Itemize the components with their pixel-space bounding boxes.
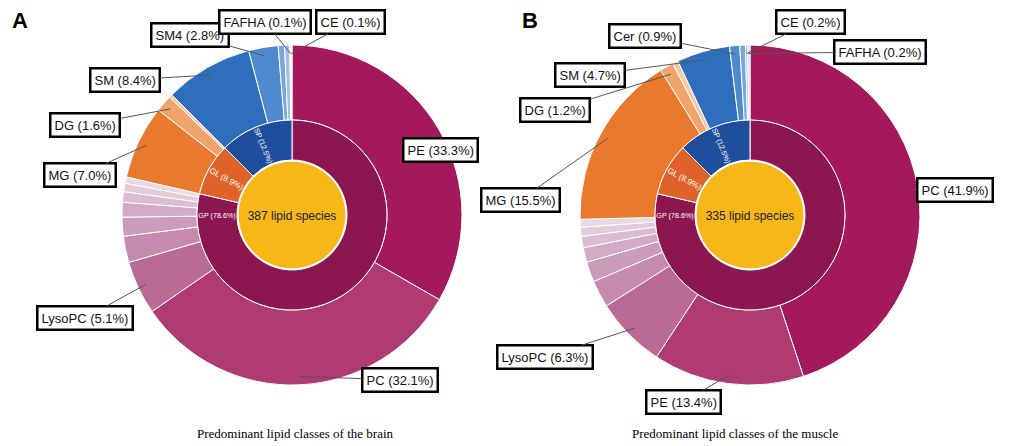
svg-text:MG (15.5%): MG (15.5%) xyxy=(486,193,556,208)
svg-text:DG (1.2%): DG (1.2%) xyxy=(525,103,586,118)
svg-text:SM (4.7%): SM (4.7%) xyxy=(560,68,621,83)
svg-text:SM (8.4%): SM (8.4%) xyxy=(95,73,156,88)
svg-text:GL (8.9%): GL (8.9%) xyxy=(666,166,703,192)
svg-text:DG (1.6%): DG (1.6%) xyxy=(55,118,116,133)
svg-text:PC (41.9%): PC (41.9%) xyxy=(922,183,989,198)
svg-text:SP (12.5%): SP (12.5%) xyxy=(710,127,733,165)
svg-text:A: A xyxy=(12,8,28,33)
svg-text:SP (12.5%): SP (12.5%) xyxy=(252,127,275,165)
svg-text:GP (78.6%): GP (78.6%) xyxy=(198,212,235,220)
svg-text:PC (32.1%): PC (32.1%) xyxy=(367,373,434,388)
svg-text:GP (78.6%): GP (78.6%) xyxy=(656,212,693,220)
svg-text:SM4 (2.8%): SM4 (2.8%) xyxy=(156,28,225,43)
svg-text:MG (7.0%): MG (7.0%) xyxy=(49,168,112,183)
svg-text:387 lipid species: 387 lipid species xyxy=(248,209,337,223)
svg-text:B: B xyxy=(522,8,538,33)
svg-text:CE (0.2%): CE (0.2%) xyxy=(781,15,841,30)
svg-text:FAFHA (0.1%): FAFHA (0.1%) xyxy=(224,15,307,30)
svg-text:CE (0.1%): CE (0.1%) xyxy=(321,15,381,30)
svg-text:Cer (0.9%): Cer (0.9%) xyxy=(614,29,677,44)
svg-text:FAFHA (0.2%): FAFHA (0.2%) xyxy=(839,45,922,60)
svg-text:PE (33.3%): PE (33.3%) xyxy=(408,143,474,158)
svg-text:PE (13.4%): PE (13.4%) xyxy=(651,395,717,410)
svg-text:335 lipid species: 335 lipid species xyxy=(706,209,795,223)
svg-text:LysoPC (5.1%): LysoPC (5.1%) xyxy=(42,311,129,326)
svg-text:Predominant lipid classes of t: Predominant lipid classes of the brain xyxy=(197,426,394,441)
svg-text:LysoPC (6.3%): LysoPC (6.3%) xyxy=(502,350,589,365)
svg-text:GL (8.9%): GL (8.9%) xyxy=(208,166,245,192)
svg-text:Predominant lipid classes of t: Predominant lipid classes of the muscle xyxy=(632,426,838,441)
